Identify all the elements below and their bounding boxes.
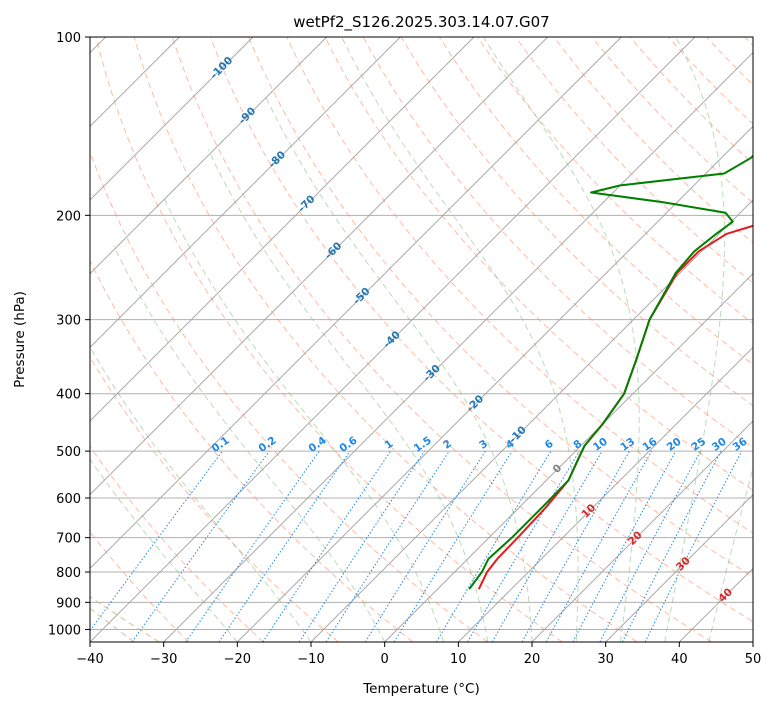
isotherm-line xyxy=(163,52,753,642)
y-tick-label: 100 xyxy=(56,31,81,46)
x-tick-label: −40 xyxy=(76,652,103,667)
mixing-ratio-line xyxy=(545,450,653,642)
y-axis-title: Pressure (hPa) xyxy=(12,291,28,388)
x-tick-label: −30 xyxy=(150,652,177,667)
dry-adiabat xyxy=(90,445,264,642)
mixing-ratio-line xyxy=(325,450,450,642)
dry-adiabat xyxy=(477,37,753,325)
x-tick-label: 0 xyxy=(381,652,389,667)
mixing-ratio-line xyxy=(131,450,270,642)
dry-adiabat xyxy=(248,37,753,578)
isotherm-line xyxy=(310,199,753,642)
mixing-ratio-line xyxy=(364,450,486,642)
dry-adiabat xyxy=(171,37,712,642)
mixing-ratio-line xyxy=(599,450,701,642)
moist-adiabat xyxy=(113,245,386,642)
x-tick-label: −10 xyxy=(297,652,324,667)
x-tick-label: 30 xyxy=(597,652,614,667)
y-tick-label: 800 xyxy=(56,566,81,581)
y-tick-label: 600 xyxy=(56,492,81,507)
isotherm-line xyxy=(237,125,753,642)
isotherm-line xyxy=(605,494,753,642)
y-tick-label: 900 xyxy=(56,596,81,611)
isotherm-line xyxy=(90,37,401,348)
plot-frame xyxy=(89,36,754,643)
y-tick-label: 300 xyxy=(56,314,81,329)
moist-adiabat xyxy=(482,37,640,642)
moist-adiabats xyxy=(90,37,753,642)
isotherms xyxy=(90,37,753,642)
x-tick-label: 20 xyxy=(524,652,541,667)
dewpoint-line xyxy=(468,154,753,590)
dry-adiabat xyxy=(210,37,753,623)
y-tick-label: 700 xyxy=(56,532,81,547)
dry-adiabat xyxy=(90,259,414,642)
mixing-ratio-line xyxy=(644,450,743,642)
dry-adiabat xyxy=(591,37,753,204)
isotherm-line xyxy=(90,37,254,201)
sounding-series xyxy=(468,154,753,590)
moist-adiabat xyxy=(90,345,312,642)
y-axis-ticks: 1000 900 800 700 600 500 400 300 200 100 xyxy=(48,31,90,638)
x-axis-title: Temperature (°C) xyxy=(362,681,480,697)
dry-adiabat xyxy=(629,37,753,165)
mixing-ratio-line xyxy=(393,450,513,642)
moist-adiabat xyxy=(341,37,579,642)
dry-adiabat xyxy=(400,37,753,407)
isotherm-line xyxy=(90,37,548,496)
dry-adiabat xyxy=(133,37,638,642)
isotherm-line xyxy=(90,37,622,569)
isotherm-line xyxy=(531,420,753,642)
x-tick-label: 10 xyxy=(450,652,467,667)
isotherm-line xyxy=(90,37,475,422)
mixing-ratio-line xyxy=(185,450,320,642)
temperature-line xyxy=(477,224,753,590)
x-tick-label: 40 xyxy=(671,652,688,667)
mixing-ratio-line xyxy=(521,450,630,642)
x-tick-label: −20 xyxy=(224,652,251,667)
moist-adiabat xyxy=(207,149,489,642)
isotherm-line xyxy=(384,273,753,642)
x-tick-label: 50 xyxy=(745,652,762,667)
isotherm-line xyxy=(458,346,753,642)
mixing-ratio-line xyxy=(621,450,722,642)
mixing-ratio-line xyxy=(491,450,603,642)
mixing-ratio-line xyxy=(572,450,677,642)
isotherm-line xyxy=(90,37,327,275)
dry-adiabat xyxy=(324,37,753,491)
y-tick-label: 200 xyxy=(56,209,81,224)
mixing-ratio-lines xyxy=(90,450,743,642)
pressure-gridlines xyxy=(90,37,753,630)
isotherm-line xyxy=(90,37,696,642)
dry-adiabat xyxy=(95,37,563,642)
moist-adiabat xyxy=(162,195,445,642)
x-axis-ticks: −40 −30 −20 −10 0 10 20 30 40 50 xyxy=(76,642,761,667)
y-tick-label: 500 xyxy=(56,445,81,460)
y-tick-label: 400 xyxy=(56,388,81,403)
y-tick-label: 1000 xyxy=(48,623,81,638)
moist-adiabat xyxy=(90,458,238,642)
chart-title: wetPf2_S126.2025.303.14.07.G07 xyxy=(293,13,549,32)
mixing-ratio-line xyxy=(218,450,351,642)
moist-adiabat xyxy=(708,466,753,642)
dry-adiabat xyxy=(515,37,753,284)
mixing-ratio-line xyxy=(298,450,425,642)
mixing-ratio-line xyxy=(90,450,223,632)
dry-adiabats xyxy=(90,37,753,642)
moist-adiabat xyxy=(664,37,726,642)
moist-adiabat xyxy=(264,94,533,642)
